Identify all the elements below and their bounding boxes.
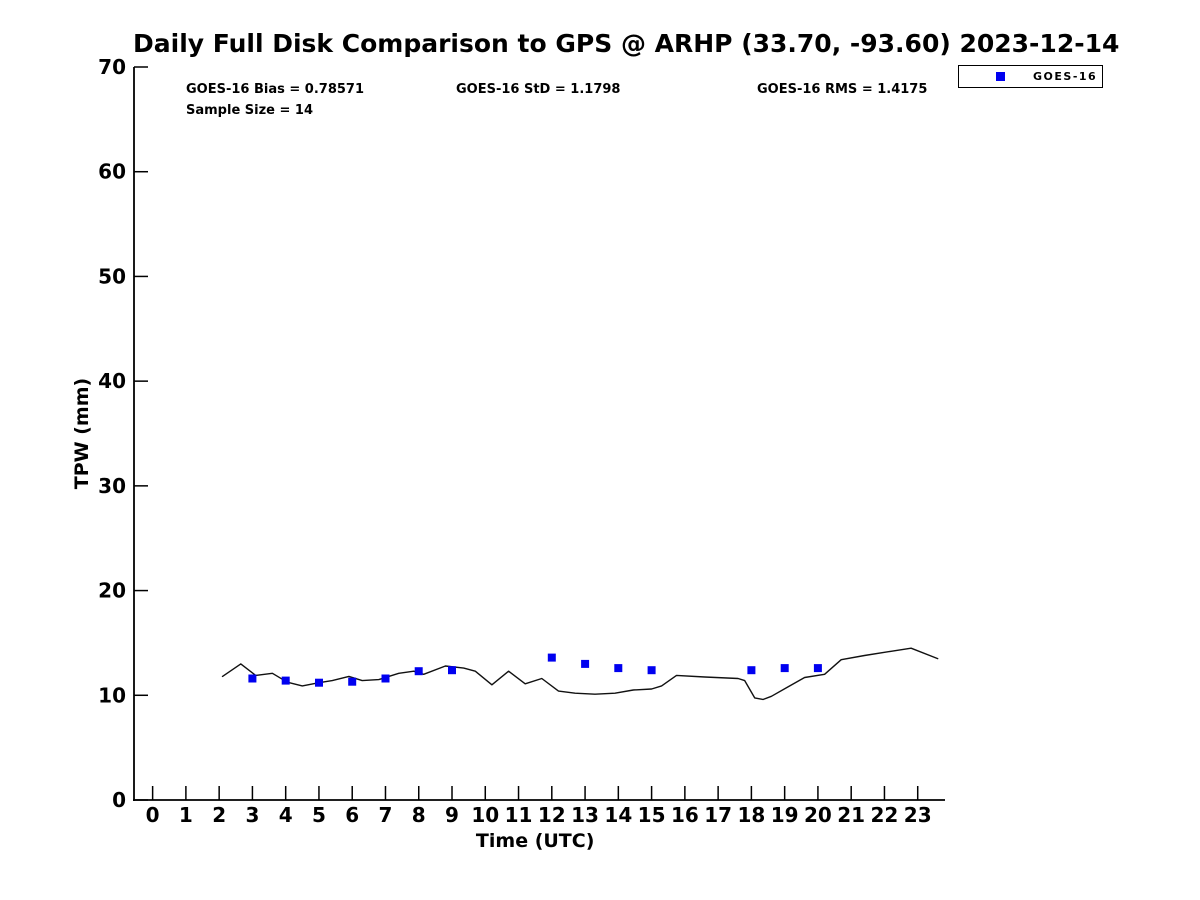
x-tick-label: 19 bbox=[771, 803, 799, 827]
x-tick-label: 17 bbox=[704, 803, 732, 827]
goes16-marker bbox=[281, 676, 290, 685]
goes16-marker bbox=[248, 674, 257, 683]
x-tick-label: 20 bbox=[804, 803, 832, 827]
y-tick-label: 50 bbox=[98, 264, 126, 288]
x-tick-label: 15 bbox=[638, 803, 666, 827]
goes16-marker bbox=[747, 666, 756, 675]
goes16-marker bbox=[780, 664, 789, 673]
stat-std: GOES-16 StD = 1.1798 bbox=[456, 82, 621, 97]
goes16-legend-marker-icon bbox=[996, 72, 1005, 81]
legend-box: GOES-16 bbox=[958, 65, 1103, 88]
goes16-marker bbox=[348, 677, 357, 686]
x-tick-label: 6 bbox=[345, 803, 359, 827]
goes16-marker bbox=[381, 674, 390, 683]
x-tick-label: 5 bbox=[312, 803, 326, 827]
x-tick-label: 8 bbox=[412, 803, 426, 827]
x-tick-label: 7 bbox=[379, 803, 393, 827]
legend-label: GOES-16 bbox=[1033, 70, 1098, 83]
stat-rms: GOES-16 RMS = 1.4175 bbox=[757, 82, 928, 97]
x-tick-label: 23 bbox=[904, 803, 932, 827]
x-tick-label: 3 bbox=[245, 803, 259, 827]
goes16-marker bbox=[647, 666, 656, 675]
goes16-marker bbox=[547, 653, 556, 662]
y-tick-label: 70 bbox=[98, 55, 126, 79]
x-tick-label: 13 bbox=[571, 803, 599, 827]
y-axis-label: TPW (mm) bbox=[71, 378, 93, 489]
x-tick-label: 21 bbox=[837, 803, 865, 827]
y-tick-label: 10 bbox=[98, 683, 126, 707]
x-tick-label: 11 bbox=[505, 803, 533, 827]
goes16-marker bbox=[414, 667, 423, 676]
x-tick-label: 9 bbox=[445, 803, 459, 827]
x-tick-label: 10 bbox=[471, 803, 499, 827]
y-tick-label: 60 bbox=[98, 160, 126, 184]
y-tick-label: 40 bbox=[98, 369, 126, 393]
x-tick-label: 18 bbox=[737, 803, 765, 827]
y-tick-label: 20 bbox=[98, 579, 126, 603]
goes16-marker bbox=[813, 664, 822, 673]
goes16-marker bbox=[448, 666, 456, 675]
x-tick-label: 2 bbox=[212, 803, 226, 827]
x-tick-label: 16 bbox=[671, 803, 699, 827]
x-tick-label: 14 bbox=[604, 803, 632, 827]
goes16-marker bbox=[614, 664, 623, 673]
gps-line bbox=[221, 647, 939, 701]
y-tick-label: 30 bbox=[98, 474, 126, 498]
goes16-marker bbox=[315, 678, 323, 687]
stat-bias: GOES-16 Bias = 0.78571 bbox=[186, 82, 365, 97]
goes16-marker bbox=[581, 659, 590, 668]
x-tick-label: 4 bbox=[279, 803, 293, 827]
x-axis-label: Time (UTC) bbox=[476, 830, 594, 852]
x-tick-label: 22 bbox=[871, 803, 899, 827]
x-tick-label: 1 bbox=[179, 803, 193, 827]
x-tick-label: 12 bbox=[538, 803, 566, 827]
x-tick-label: 0 bbox=[146, 803, 160, 827]
stat-sample-size: Sample Size = 14 bbox=[186, 103, 314, 118]
y-tick-label: 0 bbox=[112, 788, 126, 812]
